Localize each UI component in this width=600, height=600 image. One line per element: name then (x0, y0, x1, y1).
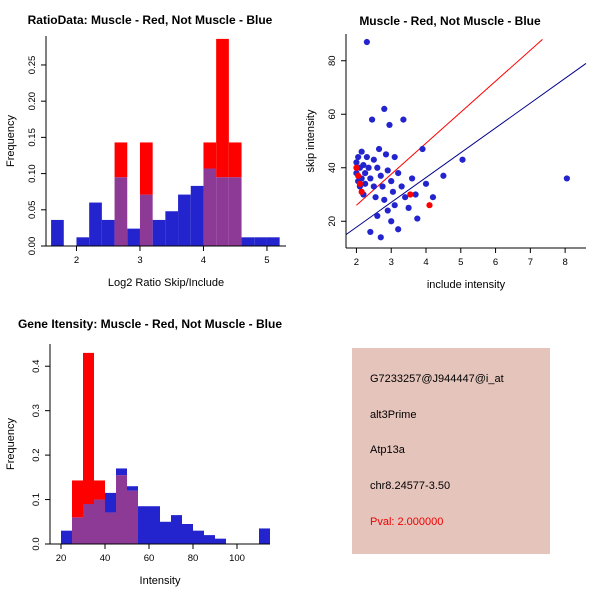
svg-text:Intensity: Intensity (140, 575, 181, 587)
svg-text:80: 80 (188, 553, 199, 564)
probe-id-text: G7233257@J944447@i_at (370, 373, 504, 386)
svg-text:0.4: 0.4 (31, 360, 42, 373)
scatter-title: Muscle - Red, Not Muscle - Blue (359, 14, 541, 28)
panel-gene-intensity-histogram: Gene Itensity: Muscle - Red, Not Muscle … (0, 300, 300, 600)
panel-probe-info: G7233257@J944447@i_at alt3Prime Atp13a c… (300, 300, 600, 600)
svg-text:skip intensity: skip intensity (305, 109, 317, 172)
chromosome-location-text: chr8.24577-3.50 (370, 480, 451, 493)
svg-text:0.15: 0.15 (27, 128, 38, 147)
svg-text:80: 80 (327, 55, 338, 66)
svg-text:5: 5 (458, 257, 463, 268)
svg-text:40: 40 (327, 162, 338, 173)
svg-text:include intensity: include intensity (427, 279, 506, 291)
svg-text:4: 4 (423, 257, 428, 268)
panel-ratio-histogram: RatioData: Muscle - Red, Not Muscle - Bl… (0, 0, 300, 300)
gene-name-text: Atp13a (370, 444, 405, 457)
svg-text:Frequency: Frequency (5, 115, 17, 167)
svg-text:7: 7 (528, 257, 533, 268)
intensity-scatter-plot: 2 3 4 5 6 7 8 20 40 60 80 include intensity skip int… (305, 34, 587, 291)
svg-text:40: 40 (100, 553, 111, 564)
svg-text:2: 2 (354, 257, 359, 268)
gene-intensity-histogram-title: Gene Itensity: Muscle - Red, Not Muscle … (17, 317, 283, 331)
svg-text:100: 100 (229, 553, 245, 564)
svg-text:5: 5 (264, 255, 269, 266)
svg-text:8: 8 (562, 257, 567, 268)
svg-text:0.20: 0.20 (27, 92, 38, 111)
svg-text:0.0: 0.0 (31, 537, 42, 550)
svg-text:20: 20 (327, 216, 338, 227)
svg-text:0.2: 0.2 (31, 449, 42, 462)
svg-text:6: 6 (493, 257, 498, 268)
ratio-histogram-title: RatioData: Muscle - Red, Not Muscle - Bl… (27, 13, 273, 27)
svg-text:Frequency: Frequency (5, 418, 17, 470)
svg-text:0.10: 0.10 (27, 164, 38, 183)
splice-type-text: alt3Prime (370, 408, 417, 421)
svg-text:0.05: 0.05 (27, 201, 38, 220)
svg-text:60: 60 (144, 553, 155, 564)
svg-text:0.25: 0.25 (27, 56, 38, 75)
ratio-histogram-plot: 2 3 4 5 0.00 0.05 0.10 0.15 0.20 0.25 Log2 Ratio S… (5, 36, 286, 289)
gene-intensity-histogram-plot: 20 40 60 80 100 0.0 0.1 0.2 0.3 0.4 Intensity Frequ… (5, 344, 270, 587)
svg-text:4: 4 (201, 255, 206, 266)
svg-text:3: 3 (137, 255, 142, 266)
pval-text: Pval: 2.000000 (370, 515, 444, 528)
probe-info-box: G7233257@J944447@i_at alt3Prime Atp13a c… (352, 348, 550, 554)
svg-text:Log2 Ratio Skip/Include: Log2 Ratio Skip/Include (108, 277, 224, 289)
svg-text:0.1: 0.1 (31, 493, 42, 506)
svg-text:3: 3 (389, 257, 394, 268)
svg-text:0.3: 0.3 (31, 404, 42, 417)
svg-text:60: 60 (327, 109, 338, 120)
svg-text:20: 20 (56, 553, 67, 564)
svg-text:0.00: 0.00 (27, 237, 38, 256)
svg-text:2: 2 (74, 255, 79, 266)
